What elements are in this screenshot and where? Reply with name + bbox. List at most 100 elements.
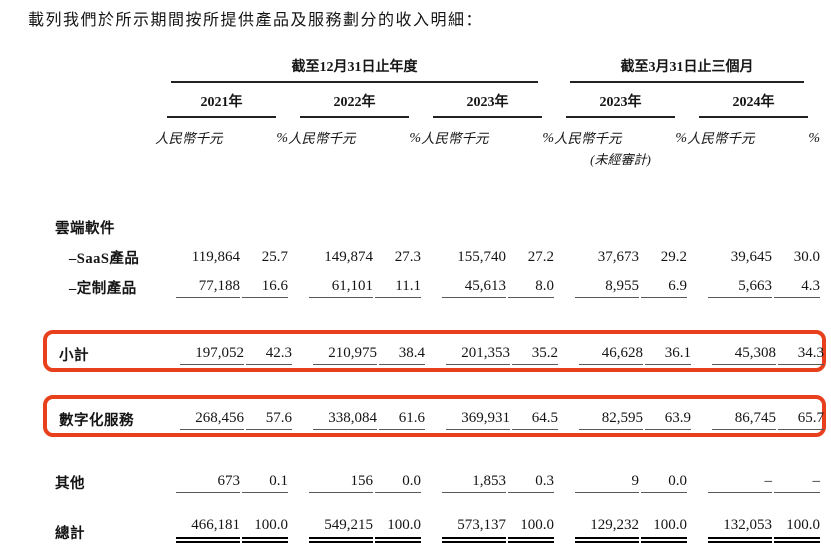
row-label: 總計 xyxy=(55,526,85,542)
highlight-box-subtotal: 小計 197,052 42.3 210,975 38.4 201,353 35.… xyxy=(43,330,826,372)
cell-percent: 100.0 xyxy=(774,517,820,543)
cell-percent: 11.1 xyxy=(375,278,421,298)
unaudited-note: (未經審計) xyxy=(590,152,651,167)
cell-percent: 25.7 xyxy=(261,249,288,265)
cell-amount: 573,137 xyxy=(442,517,506,543)
cell-amount: 201,353 xyxy=(446,345,510,365)
table-row-custom-products: –定制產品 77,188 16.6 61,101 11.1 45,613 8.0… xyxy=(55,268,820,298)
cell-amount: 132,053 xyxy=(708,517,772,543)
cell-amount: 210,975 xyxy=(313,345,377,365)
year-label-2023-q1: 2023年 xyxy=(554,83,687,118)
unit-label: 人民幣千元 xyxy=(155,131,223,146)
cell-percent: 4.3 xyxy=(774,278,820,298)
cell-amount: 39,645 xyxy=(730,249,772,265)
row-label: 其他 xyxy=(55,476,85,492)
cell-amount: 77,188 xyxy=(176,278,240,298)
row-label: –定制產品 xyxy=(69,281,137,297)
cell-percent: 57.6 xyxy=(246,410,292,430)
cell-amount: 197,052 xyxy=(180,345,244,365)
cell-percent: 16.6 xyxy=(242,278,288,298)
cell-amount: 86,745 xyxy=(712,410,776,430)
period-group-quarter: 截至3月31日止三個月 xyxy=(554,56,820,83)
table-row-saas: –SaaS產品 119,864 25.7 149,874 27.3 155,74… xyxy=(55,238,820,268)
cell-percent: 34.3 xyxy=(778,345,824,365)
table-header: 截至12月31日止年度 截至3月31日止三個月 2021年 2022年 2023… xyxy=(55,56,820,168)
cell-amount: 37,673 xyxy=(597,249,639,265)
cell-amount: 155,740 xyxy=(457,249,506,265)
cell-percent: 61.6 xyxy=(379,410,425,430)
cell-percent: 100.0 xyxy=(375,517,421,543)
table-row-others: 其他 673 0.1 156 0.0 1,853 0.3 9 0.0 – – xyxy=(55,463,820,493)
cell-percent: 38.4 xyxy=(379,345,425,365)
cell-amount: – xyxy=(708,473,772,493)
row-label: 小計 xyxy=(59,348,89,364)
cell-percent: 63.9 xyxy=(645,410,691,430)
highlight-box-digital-services: 數字化服務 268,456 57.6 338,084 61.6 369,931 … xyxy=(43,395,826,437)
year-label-2022: 2022年 xyxy=(288,83,421,118)
table-row-cloud-software: 雲端軟件 xyxy=(55,210,820,238)
cell-amount: 82,595 xyxy=(579,410,643,430)
cell-amount: 156 xyxy=(309,473,373,493)
cell-percent: 8.0 xyxy=(508,278,554,298)
row-label: –SaaS產品 xyxy=(69,251,140,267)
cell-percent: 0.0 xyxy=(641,473,687,493)
cell-amount: 338,084 xyxy=(313,410,377,430)
unit-label: 人民幣千元 xyxy=(554,131,622,146)
cell-amount: 369,931 xyxy=(446,410,510,430)
table-row-total: 總計 466,181 100.0 549,215 100.0 573,137 1… xyxy=(55,513,820,543)
year-label-2021: 2021年 xyxy=(155,83,288,118)
cell-percent: 35.2 xyxy=(512,345,558,365)
cell-percent: 27.3 xyxy=(394,249,421,265)
page-title: 載列我們於所示期間按所提供產品及服務劃分的收入明細： xyxy=(28,12,484,29)
table-row-subtotal: 小計 197,052 42.3 210,975 38.4 201,353 35.… xyxy=(59,336,824,365)
period-group-quarter-label: 截至3月31日止三個月 xyxy=(570,56,804,83)
percent-label: % xyxy=(276,131,288,146)
cell-percent: 64.5 xyxy=(512,410,558,430)
cell-amount: 673 xyxy=(176,473,240,493)
cell-percent: – xyxy=(774,473,820,493)
cell-amount: 8,955 xyxy=(575,278,639,298)
cell-amount: 61,101 xyxy=(309,278,373,298)
year-header-row: 2021年 2022年 2023年 2023年 2024年 xyxy=(55,83,820,118)
percent-label: % xyxy=(542,131,554,146)
unit-label: 人民幣千元 xyxy=(421,131,489,146)
cell-percent: 0.1 xyxy=(242,473,288,493)
year-label-2023: 2023年 xyxy=(421,83,554,118)
revenue-table: 截至12月31日止年度 截至3月31日止三個月 2021年 2022年 2023… xyxy=(43,56,826,543)
percent-label: % xyxy=(675,131,687,146)
cell-amount: 119,864 xyxy=(191,249,240,265)
cell-percent: 0.0 xyxy=(375,473,421,493)
period-group-row: 截至12月31日止年度 截至3月31日止三個月 xyxy=(55,56,820,83)
cell-percent: 100.0 xyxy=(641,517,687,543)
cell-amount: 9 xyxy=(575,473,639,493)
row-label: 雲端軟件 xyxy=(55,221,115,237)
period-group-annual-label: 截至12月31日止年度 xyxy=(171,56,538,83)
cell-percent: 6.9 xyxy=(641,278,687,298)
cell-amount: 149,874 xyxy=(324,249,373,265)
year-label-2024-q1: 2024年 xyxy=(687,83,820,118)
cell-amount: 5,663 xyxy=(708,278,772,298)
percent-label: % xyxy=(409,131,421,146)
cell-amount: 1,853 xyxy=(442,473,506,493)
cell-percent: 42.3 xyxy=(246,345,292,365)
cell-amount: 129,232 xyxy=(575,517,639,543)
cell-percent: 65.7 xyxy=(778,410,824,430)
unit-label: 人民幣千元 xyxy=(288,131,356,146)
period-group-annual: 截至12月31日止年度 xyxy=(155,56,554,83)
cell-percent: 100.0 xyxy=(508,517,554,543)
unit-header-row: 人民幣千元 % 人民幣千元 % 人民幣千元 % 人民幣千元 % 人民幣千元 % xyxy=(55,118,820,147)
unaudited-note-row: (未經審計) xyxy=(55,149,820,168)
row-label: 數字化服務 xyxy=(59,413,134,429)
cell-percent: 36.1 xyxy=(645,345,691,365)
cell-amount: 46,628 xyxy=(579,345,643,365)
table-row-digital-services: 數字化服務 268,456 57.6 338,084 61.6 369,931 … xyxy=(59,401,824,430)
cell-percent: 27.2 xyxy=(527,249,554,265)
cell-percent: 30.0 xyxy=(793,249,820,265)
cell-amount: 268,456 xyxy=(180,410,244,430)
cell-percent: 29.2 xyxy=(660,249,687,265)
cell-percent: 0.3 xyxy=(508,473,554,493)
cell-amount: 549,215 xyxy=(309,517,373,543)
cell-amount: 466,181 xyxy=(176,517,240,543)
cell-amount: 45,308 xyxy=(712,345,776,365)
